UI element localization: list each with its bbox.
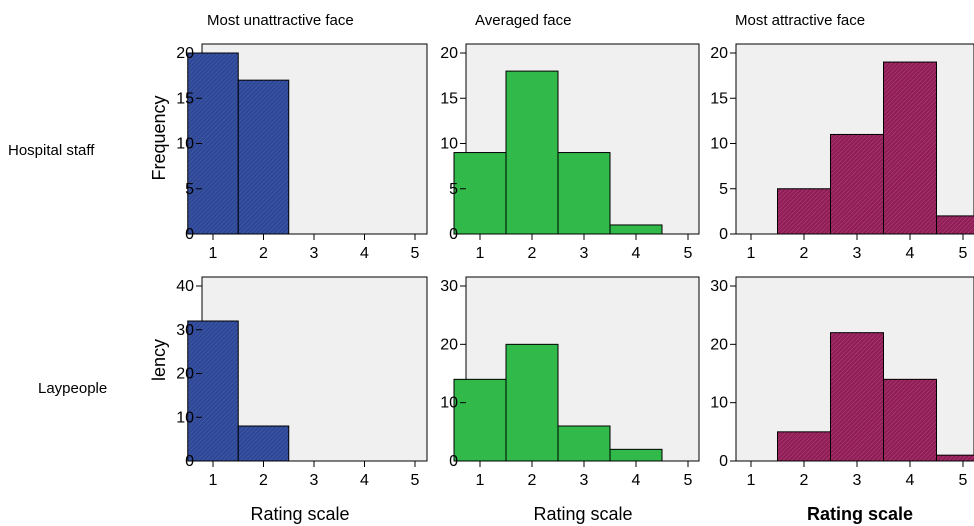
x-tick-label-laypeople-unattractive-5: 5 xyxy=(411,472,420,489)
bar-hospital-staff-averaged-rating-4 xyxy=(609,224,663,235)
bar-laypeople-attractive-rating-3 xyxy=(830,332,884,462)
bar-hospital-staff-unattractive-rating-2 xyxy=(237,79,290,235)
bar-laypeople-unattractive-rating-2 xyxy=(237,425,290,462)
x-tick-label-laypeople-attractive-2: 2 xyxy=(800,472,809,489)
y-axis-title-bottom: lency xyxy=(149,339,169,381)
bar-laypeople-averaged-rating-1 xyxy=(453,378,507,462)
y-tick-label-laypeople-attractive-20: 20 xyxy=(710,336,728,353)
x-tick-label-laypeople-unattractive-4: 4 xyxy=(360,472,369,489)
y-tick-label-hospital-staff-attractive-0: 0 xyxy=(719,226,728,243)
column-title-averaged: Averaged face xyxy=(475,12,571,29)
x-axis-title-attractive: Rating scale xyxy=(807,504,913,524)
y-tick-label-hospital-staff-attractive-15: 15 xyxy=(710,90,728,107)
x-axis-title-averaged: Rating scale xyxy=(533,504,632,524)
x-tick-label-hospital-staff-attractive-1: 1 xyxy=(747,245,756,262)
column-title-attractive: Most attractive face xyxy=(735,12,865,29)
y-tick-label-hospital-staff-averaged-0: 0 xyxy=(449,226,458,243)
x-tick-label-hospital-staff-attractive-3: 3 xyxy=(853,245,862,262)
y-tick-label-hospital-staff-attractive-5: 5 xyxy=(719,181,728,198)
bar-hospital-staff-averaged-rating-1 xyxy=(453,152,507,235)
bar-hospital-staff-attractive-rating-4 xyxy=(883,61,937,235)
bar-laypeople-averaged-rating-3 xyxy=(557,425,611,462)
bar-hospital-staff-attractive-rating-5 xyxy=(936,215,974,235)
x-tick-label-hospital-staff-attractive-4: 4 xyxy=(906,245,915,262)
y-tick-label-laypeople-averaged-0: 0 xyxy=(449,453,458,470)
x-tick-label-hospital-staff-unattractive-1: 1 xyxy=(209,245,218,262)
x-tick-label-laypeople-unattractive-3: 3 xyxy=(310,472,319,489)
x-tick-label-hospital-staff-averaged-3: 3 xyxy=(580,245,589,262)
bar-hospital-staff-averaged-rating-2 xyxy=(505,70,559,235)
bar-hospital-staff-attractive-rating-2 xyxy=(777,188,831,235)
column-title-unattractive: Most unattractive face xyxy=(207,12,354,29)
x-tick-label-laypeople-attractive-3: 3 xyxy=(853,472,862,489)
bar-hospital-staff-attractive-rating-3 xyxy=(830,133,884,235)
y-tick-label-hospital-staff-averaged-20: 20 xyxy=(440,45,458,62)
y-tick-label-laypeople-averaged-10: 10 xyxy=(440,395,458,412)
x-tick-label-hospital-staff-averaged-2: 2 xyxy=(528,245,537,262)
bar-hospital-staff-averaged-rating-3 xyxy=(557,152,611,235)
y-tick-label-hospital-staff-unattractive-20: 20 xyxy=(176,45,194,62)
y-tick-label-laypeople-unattractive-40: 40 xyxy=(176,278,194,295)
y-tick-label-laypeople-unattractive-0: 0 xyxy=(185,453,194,470)
x-tick-label-laypeople-averaged-5: 5 xyxy=(684,472,693,489)
y-tick-label-laypeople-unattractive-30: 30 xyxy=(176,322,194,339)
y-tick-label-laypeople-averaged-30: 30 xyxy=(440,278,458,295)
bar-hospital-staff-unattractive-rating-1 xyxy=(187,52,239,235)
y-tick-label-hospital-staff-unattractive-10: 10 xyxy=(176,136,194,153)
y-tick-label-hospital-staff-unattractive-0: 0 xyxy=(185,226,194,243)
y-tick-label-laypeople-attractive-0: 0 xyxy=(719,453,728,470)
y-tick-label-laypeople-averaged-20: 20 xyxy=(440,336,458,353)
y-tick-label-hospital-staff-averaged-5: 5 xyxy=(449,181,458,198)
x-tick-label-hospital-staff-averaged-1: 1 xyxy=(476,245,485,262)
y-tick-label-laypeople-attractive-30: 30 xyxy=(710,278,728,295)
y-tick-label-laypeople-unattractive-20: 20 xyxy=(176,366,194,383)
x-tick-label-hospital-staff-averaged-4: 4 xyxy=(632,245,641,262)
x-tick-label-laypeople-attractive-5: 5 xyxy=(959,472,968,489)
y-tick-label-hospital-staff-attractive-20: 20 xyxy=(710,45,728,62)
x-tick-label-hospital-staff-unattractive-2: 2 xyxy=(259,245,268,262)
row-label-laypeople: Laypeople xyxy=(38,380,107,397)
x-tick-label-laypeople-averaged-3: 3 xyxy=(580,472,589,489)
y-tick-label-laypeople-unattractive-10: 10 xyxy=(176,409,194,426)
y-tick-label-hospital-staff-averaged-15: 15 xyxy=(440,90,458,107)
x-tick-label-hospital-staff-attractive-2: 2 xyxy=(800,245,809,262)
y-tick-label-laypeople-attractive-10: 10 xyxy=(710,395,728,412)
x-tick-label-hospital-staff-unattractive-4: 4 xyxy=(360,245,369,262)
y-tick-label-hospital-staff-attractive-10: 10 xyxy=(710,136,728,153)
bar-laypeople-attractive-rating-4 xyxy=(883,378,937,462)
bar-laypeople-attractive-rating-5 xyxy=(936,454,974,462)
x-tick-label-laypeople-averaged-4: 4 xyxy=(632,472,641,489)
x-tick-label-laypeople-unattractive-2: 2 xyxy=(259,472,268,489)
x-tick-label-laypeople-averaged-2: 2 xyxy=(528,472,537,489)
x-tick-label-hospital-staff-unattractive-3: 3 xyxy=(310,245,319,262)
x-tick-label-hospital-staff-averaged-5: 5 xyxy=(684,245,693,262)
x-tick-label-laypeople-unattractive-1: 1 xyxy=(209,472,218,489)
x-tick-label-hospital-staff-attractive-5: 5 xyxy=(959,245,968,262)
y-tick-label-hospital-staff-unattractive-5: 5 xyxy=(185,181,194,198)
x-axis-title-unattractive: Rating scale xyxy=(250,504,349,524)
x-tick-label-laypeople-averaged-1: 1 xyxy=(476,472,485,489)
bar-laypeople-averaged-rating-2 xyxy=(505,343,559,462)
x-tick-label-laypeople-attractive-4: 4 xyxy=(906,472,915,489)
bar-laypeople-unattractive-rating-1 xyxy=(187,320,239,462)
y-tick-label-hospital-staff-unattractive-15: 15 xyxy=(176,90,194,107)
x-tick-label-hospital-staff-unattractive-5: 5 xyxy=(411,245,420,262)
y-axis-title-top: Frequency xyxy=(149,95,169,180)
x-tick-label-laypeople-attractive-1: 1 xyxy=(747,472,756,489)
y-tick-label-hospital-staff-averaged-10: 10 xyxy=(440,136,458,153)
row-label-hospital-staff: Hospital staff xyxy=(8,142,95,159)
bar-laypeople-attractive-rating-2 xyxy=(777,431,831,462)
bar-laypeople-averaged-rating-4 xyxy=(609,448,663,462)
